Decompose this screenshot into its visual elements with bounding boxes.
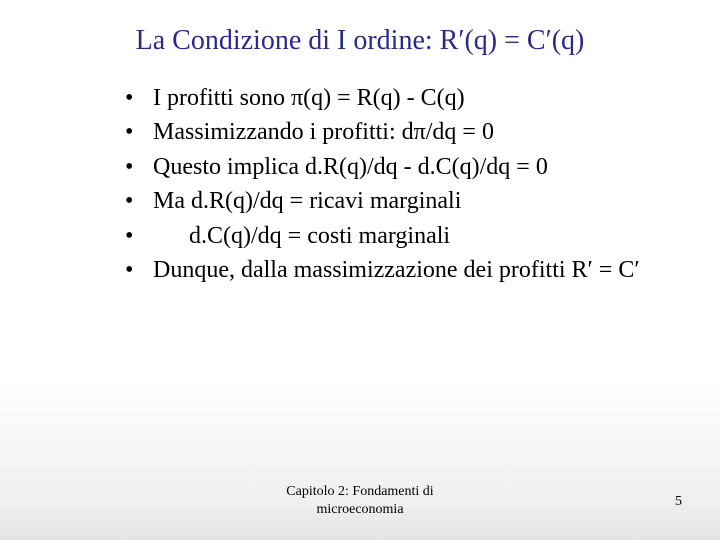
bullet-mark: •	[125, 254, 153, 286]
list-item: • Ma d.R(q)/dq = ricavi marginali	[125, 185, 660, 217]
bullet-mark: •	[125, 82, 153, 114]
bullet-list: • I profitti sono π(q) = R(q) - C(q) • M…	[125, 82, 660, 288]
footer-line-1: Capitolo 2: Fondamenti di	[0, 483, 720, 501]
bullet-mark: •	[125, 151, 153, 183]
bullet-text: I profitti sono π(q) = R(q) - C(q)	[153, 82, 660, 114]
list-item: • Dunque, dalla massimizzazione dei prof…	[125, 254, 660, 286]
bullet-mark: •	[125, 220, 153, 252]
list-item: • I profitti sono π(q) = R(q) - C(q)	[125, 82, 660, 114]
bullet-text: Questo implica d.R(q)/dq - d.C(q)/dq = 0	[153, 151, 660, 183]
bullet-text: d.C(q)/dq = costi marginali	[153, 220, 660, 252]
footer: Capitolo 2: Fondamenti di microeconomia	[0, 483, 720, 518]
list-item: • Massimizzando i profitti: dπ/dq = 0	[125, 116, 660, 148]
bullet-text: Dunque, dalla massimizzazione dei profit…	[153, 254, 660, 286]
bullet-text: Ma d.R(q)/dq = ricavi marginali	[153, 185, 660, 217]
bullet-mark: •	[125, 185, 153, 217]
footer-line-2: microeconomia	[0, 501, 720, 519]
page-number: 5	[675, 494, 682, 510]
list-item: • Questo implica d.R(q)/dq - d.C(q)/dq =…	[125, 151, 660, 183]
slide-title: La Condizione di I ordine: R′(q) = C′(q)	[0, 25, 720, 57]
bullet-text: Massimizzando i profitti: dπ/dq = 0	[153, 116, 660, 148]
list-item: • d.C(q)/dq = costi marginali	[125, 220, 660, 252]
bullet-mark: •	[125, 116, 153, 148]
